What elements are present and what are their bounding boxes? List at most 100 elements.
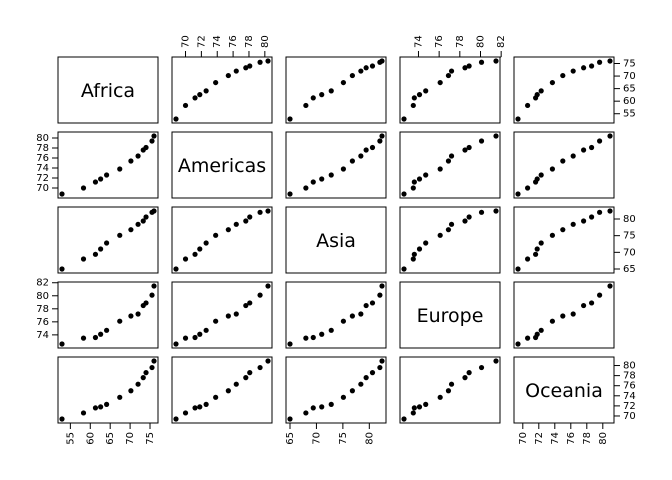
point-europe-asia-7 bbox=[358, 311, 364, 317]
point-europe-africa-4 bbox=[104, 327, 110, 333]
point-europe-asia-5 bbox=[340, 318, 347, 324]
point-americas-asia-4 bbox=[328, 172, 334, 178]
point-oceania-asia-10 bbox=[377, 364, 383, 371]
x-tick-label-oceania-4: 78 bbox=[582, 432, 593, 445]
point-africa-europe-11 bbox=[493, 58, 499, 64]
y-tick-label-americas-1: 72 bbox=[36, 173, 49, 184]
x-tick-label-europe-1: 76 bbox=[434, 35, 445, 48]
point-asia-americas-9 bbox=[247, 214, 253, 220]
y-tick-label-asia-0: 65 bbox=[623, 264, 636, 275]
point-europe-oceania-9 bbox=[589, 300, 595, 306]
point-asia-europe-3 bbox=[416, 246, 423, 252]
point-europe-oceania-11 bbox=[607, 283, 613, 289]
point-europe-africa-6 bbox=[128, 313, 134, 319]
x-tick-label-europe-2: 78 bbox=[455, 35, 466, 48]
point-oceania-africa-2 bbox=[92, 405, 99, 411]
point-oceania-americas-1 bbox=[182, 410, 189, 416]
point-oceania-asia-2 bbox=[310, 405, 316, 411]
point-americas-oceania-9 bbox=[589, 144, 595, 151]
y-tick-label-africa-2: 65 bbox=[623, 84, 636, 95]
point-americas-asia-1 bbox=[303, 185, 309, 191]
point-americas-africa-10 bbox=[149, 138, 155, 144]
point-europe-americas-7 bbox=[233, 311, 239, 317]
point-oceania-asia-8 bbox=[363, 375, 369, 381]
point-oceania-europe-3 bbox=[416, 404, 423, 410]
point-americas-europe-1 bbox=[410, 185, 416, 191]
point-americas-asia-5 bbox=[340, 166, 347, 172]
point-oceania-asia-3 bbox=[319, 404, 325, 410]
panel-africa-africa bbox=[57, 56, 159, 124]
panel-europe-europe bbox=[399, 281, 501, 349]
x-tick-label-oceania-0: 70 bbox=[518, 432, 529, 445]
panel-europe-asia bbox=[285, 281, 387, 349]
point-africa-americas-0 bbox=[173, 116, 179, 122]
point-oceania-americas-7 bbox=[233, 381, 239, 387]
point-asia-africa-8 bbox=[140, 218, 146, 224]
x-tick-label-asia-2: 75 bbox=[338, 432, 349, 445]
point-europe-asia-6 bbox=[349, 313, 355, 319]
point-asia-europe-6 bbox=[445, 227, 452, 233]
point-europe-africa-5 bbox=[117, 318, 123, 324]
point-africa-europe-3 bbox=[416, 92, 423, 98]
point-asia-europe-0 bbox=[401, 266, 407, 272]
panel-americas-americas bbox=[171, 131, 273, 199]
y-tick-label-oceania-3: 76 bbox=[623, 381, 636, 392]
point-africa-asia-9 bbox=[369, 63, 376, 69]
point-americas-asia-2 bbox=[310, 179, 316, 185]
point-africa-asia-6 bbox=[349, 72, 355, 79]
point-africa-americas-5 bbox=[213, 79, 219, 86]
point-europe-oceania-1 bbox=[525, 335, 531, 341]
point-europe-africa-0 bbox=[59, 341, 65, 347]
panel-africa-europe bbox=[399, 56, 501, 124]
point-europe-oceania-0 bbox=[515, 341, 521, 347]
point-africa-oceania-5 bbox=[549, 79, 556, 86]
x-tick-label-americas-3: 76 bbox=[228, 35, 239, 48]
point-europe-oceania-7 bbox=[570, 311, 576, 317]
point-asia-americas-0 bbox=[173, 266, 179, 272]
point-africa-europe-7 bbox=[448, 68, 455, 74]
point-asia-europe-9 bbox=[466, 214, 472, 220]
point-asia-europe-7 bbox=[448, 221, 455, 227]
point-americas-europe-7 bbox=[448, 153, 455, 159]
point-europe-americas-3 bbox=[197, 331, 203, 337]
point-americas-europe-10 bbox=[478, 138, 485, 144]
point-americas-asia-10 bbox=[377, 138, 383, 144]
point-asia-oceania-7 bbox=[570, 221, 576, 227]
panel-asia-americas bbox=[171, 206, 273, 274]
point-oceania-africa-11 bbox=[151, 358, 157, 364]
point-asia-oceania-11 bbox=[607, 208, 613, 214]
point-americas-europe-11 bbox=[493, 133, 499, 139]
point-oceania-europe-0 bbox=[401, 416, 407, 422]
point-africa-europe-0 bbox=[401, 116, 407, 122]
point-africa-americas-10 bbox=[257, 59, 263, 65]
point-oceania-europe-9 bbox=[466, 370, 472, 376]
point-europe-asia-4 bbox=[328, 327, 334, 333]
diagonal-label-asia: Asia bbox=[316, 230, 356, 252]
x-tick-label-africa-1: 60 bbox=[85, 432, 96, 445]
x-tick-label-oceania-1: 72 bbox=[534, 432, 545, 445]
point-asia-africa-11 bbox=[151, 208, 157, 214]
point-africa-oceania-3 bbox=[534, 92, 540, 98]
panel-europe-oceania bbox=[513, 281, 615, 349]
x-tick-label-africa-2: 65 bbox=[105, 432, 116, 445]
point-africa-oceania-7 bbox=[570, 68, 576, 74]
x-tick-label-oceania-2: 74 bbox=[550, 432, 561, 445]
y-tick-label-americas-4: 78 bbox=[36, 143, 49, 154]
point-oceania-asia-11 bbox=[379, 358, 385, 364]
point-africa-oceania-11 bbox=[607, 58, 613, 64]
point-europe-africa-3 bbox=[98, 331, 104, 337]
point-africa-oceania-10 bbox=[597, 59, 603, 65]
panel-africa-asia bbox=[285, 56, 387, 124]
y-tick-label-europe-4: 82 bbox=[36, 278, 49, 289]
panel-americas-africa bbox=[57, 131, 159, 199]
point-oceania-americas-2 bbox=[192, 405, 198, 411]
point-africa-oceania-0 bbox=[515, 116, 521, 122]
panel-oceania-africa bbox=[57, 356, 159, 424]
point-asia-africa-3 bbox=[98, 246, 104, 252]
point-africa-asia-3 bbox=[319, 92, 325, 98]
point-oceania-africa-9 bbox=[143, 370, 149, 376]
point-asia-oceania-2 bbox=[533, 251, 539, 257]
point-asia-europe-4 bbox=[423, 240, 429, 246]
x-tick-label-africa-3: 70 bbox=[125, 432, 136, 445]
